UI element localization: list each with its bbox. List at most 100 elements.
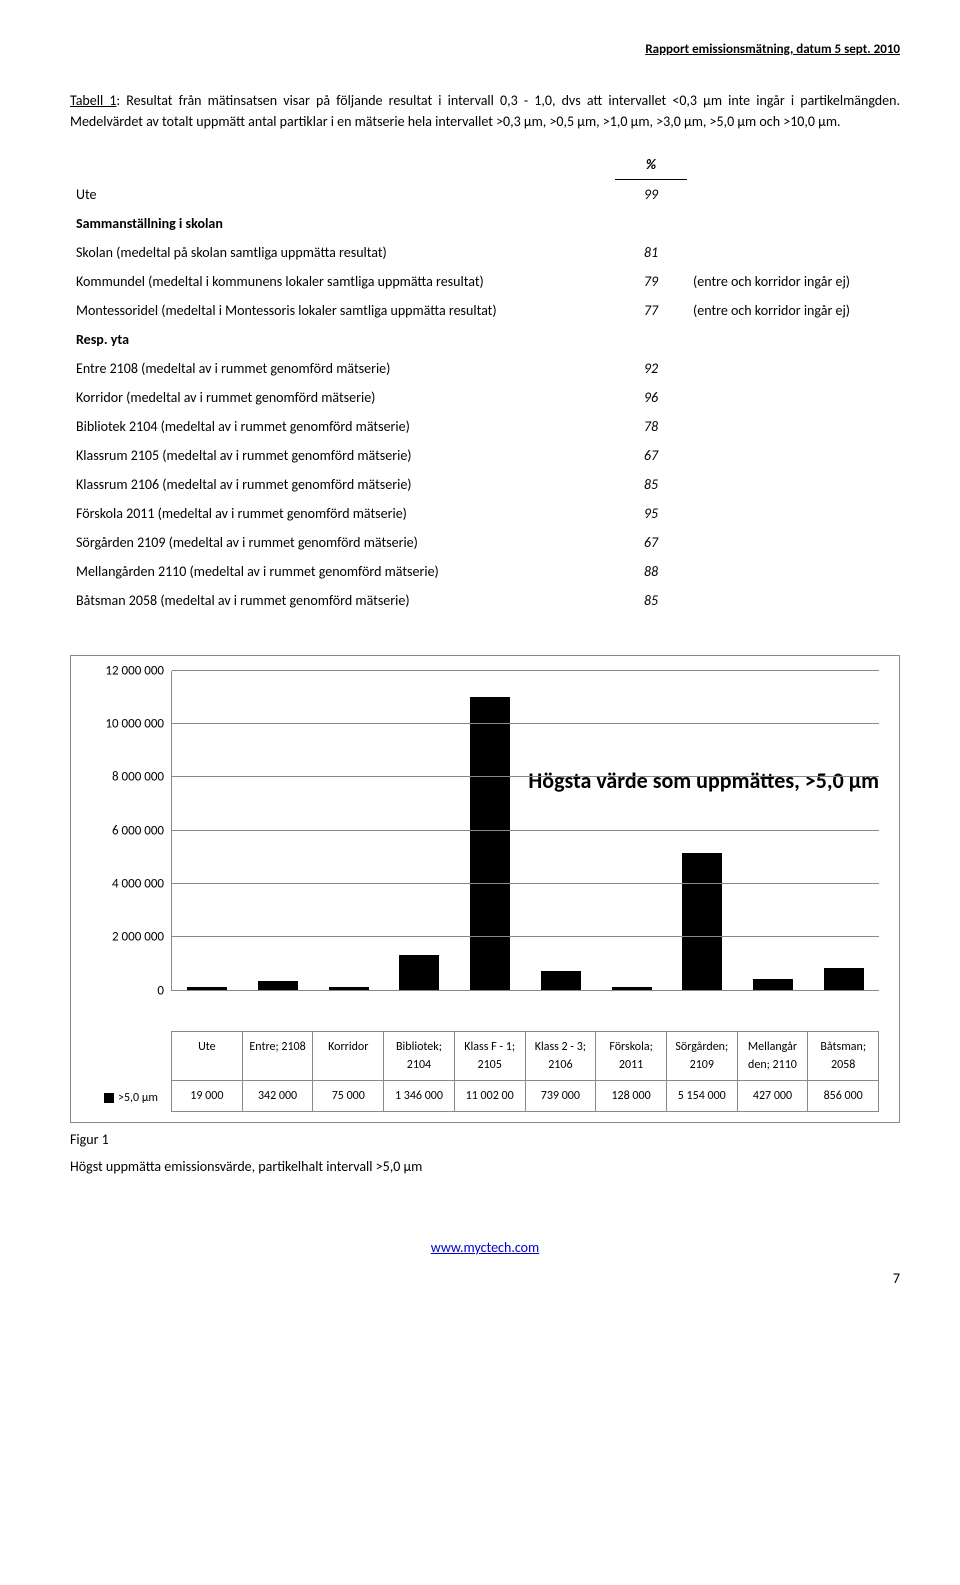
table-row-label: Båtsman 2058 (medeltal av i rummet genom…	[70, 586, 615, 615]
table-row-note	[687, 412, 900, 441]
gridline: 0	[172, 990, 879, 991]
y-tick-label: 10 000 000	[105, 714, 172, 734]
results-table: % Ute99Sammanställning i skolanSkolan (m…	[70, 150, 900, 615]
bar-slot	[172, 671, 243, 991]
table-row-note: (entre och korridor ingår ej)	[687, 296, 900, 325]
table-ref: Tabell 1	[70, 92, 116, 109]
table-row-value: 78	[615, 412, 687, 441]
value-cell: 75 000	[312, 1081, 383, 1111]
value-cell: 128 000	[595, 1081, 666, 1111]
table-row-label: Korridor (medeltal av i rummet genomförd…	[70, 383, 615, 412]
table-row-value: 77	[615, 296, 687, 325]
table-row-note	[687, 499, 900, 528]
table-row-value: 88	[615, 557, 687, 586]
table-row-note	[687, 470, 900, 499]
chart-area: 0 2 000 000 4 000 000 6 000 000 8 000 000 10 …	[171, 671, 879, 1031]
bar-slot	[738, 671, 809, 991]
table-row-label: Mellangården 2110 (medeltal av i rummet …	[70, 557, 615, 586]
bar-slot	[808, 671, 879, 991]
table-row-value: 99	[615, 179, 687, 209]
table-row-label: Skolan (medeltal på skolan samtliga uppm…	[70, 238, 615, 267]
gridline: 10 000 000	[172, 723, 879, 724]
table-row-note	[687, 528, 900, 557]
gridline: 2 000 000	[172, 936, 879, 937]
table-row-value: 96	[615, 383, 687, 412]
bar-slot	[384, 671, 455, 991]
series-legend: >5,0 µm	[91, 1089, 171, 1107]
bar	[824, 968, 864, 991]
chart-container: Högsta värde som uppmättes, >5,0 µm 02 0…	[70, 655, 900, 1123]
gridline: 12 000 000	[172, 670, 879, 671]
y-tick-label: 6 000 000	[112, 821, 172, 841]
table-row-label: Bibliotek 2104 (medeltal av i rummet gen…	[70, 412, 615, 441]
x-category: Bibliotek; 2104	[383, 1032, 454, 1080]
table-row-label: Klassrum 2106 (medeltal av i rummet geno…	[70, 470, 615, 499]
table-row-label: Sörgården 2109 (medeltal av i rummet gen…	[70, 528, 615, 557]
table-row-label: Kommundel (medeltal i kommunens lokaler …	[70, 267, 615, 296]
table-row-value: 67	[615, 441, 687, 470]
bar-slot	[526, 671, 597, 991]
figure-label: Figur 1	[70, 1129, 900, 1150]
bar	[470, 697, 510, 990]
value-row: 19 000342 00075 0001 346 00011 002 00739…	[171, 1081, 879, 1112]
table-row-value: 81	[615, 238, 687, 267]
table-row-value	[615, 325, 687, 354]
x-category: Korridor	[312, 1032, 383, 1080]
x-category: Entre; 2108	[242, 1032, 313, 1080]
table-row-note	[687, 238, 900, 267]
plot-area: 0 2 000 000 4 000 000 6 000 000 8 000 000 10 …	[171, 671, 879, 991]
bar	[682, 853, 722, 990]
table-row-label: Förskola 2011 (medeltal av i rummet geno…	[70, 499, 615, 528]
x-category: Båtsman; 2058	[807, 1032, 878, 1080]
y-tick-label: 0	[157, 981, 172, 1001]
value-cell: 342 000	[242, 1081, 313, 1111]
value-cell: 5 154 000	[666, 1081, 737, 1111]
y-tick-label: 2 000 000	[112, 927, 172, 947]
bar-slot	[455, 671, 526, 991]
bar-slot	[313, 671, 384, 991]
table-row-value: 85	[615, 470, 687, 499]
intro-body: : Resultat från mätinsatsen visar på föl…	[70, 92, 900, 130]
table-row-note	[687, 557, 900, 586]
table-row-value	[615, 209, 687, 238]
table-row-label: Sammanställning i skolan	[70, 209, 615, 238]
table-row-note	[687, 325, 900, 354]
page-number: 7	[70, 1268, 900, 1289]
gridline: 6 000 000	[172, 830, 879, 831]
intro-text: Tabell 1: Resultat från mätinsatsen visa…	[70, 90, 900, 132]
table-row-note	[687, 586, 900, 615]
footer-link[interactable]: www.myctech.com	[70, 1237, 900, 1258]
gridline: 4 000 000	[172, 883, 879, 884]
page-header: Rapport emissionsmätning, datum 5 sept. …	[70, 40, 900, 60]
table-row-value: 92	[615, 354, 687, 383]
value-cell: 11 002 00	[454, 1081, 525, 1111]
pct-header: %	[615, 150, 687, 180]
table-row-note	[687, 179, 900, 209]
table-row-note	[687, 354, 900, 383]
table-row-label: Resp. yta	[70, 325, 615, 354]
y-tick-label: 4 000 000	[112, 874, 172, 894]
table-row-note	[687, 209, 900, 238]
x-category: Klass 2 - 3; 2106	[525, 1032, 596, 1080]
x-category: Klass F - 1; 2105	[454, 1032, 525, 1080]
bar-slot	[596, 671, 667, 991]
y-tick-label: 12 000 000	[105, 661, 172, 681]
x-category: Förskola; 2011	[595, 1032, 666, 1080]
table-row-label: Klassrum 2105 (medeltal av i rummet geno…	[70, 441, 615, 470]
bar-slot	[667, 671, 738, 991]
value-cell: 427 000	[737, 1081, 808, 1111]
value-cell: 856 000	[807, 1081, 878, 1111]
table-row-value: 95	[615, 499, 687, 528]
table-row-note: (entre och korridor ingår ej)	[687, 267, 900, 296]
table-row-value: 79	[615, 267, 687, 296]
table-row-label: Montessoridel (medeltal i Montessoris lo…	[70, 296, 615, 325]
table-row-label: Entre 2108 (medeltal av i rummet genomfö…	[70, 354, 615, 383]
legend-swatch	[104, 1093, 114, 1103]
bars	[172, 671, 879, 991]
bar	[541, 971, 581, 991]
value-cell: 1 346 000	[383, 1081, 454, 1111]
bar-slot	[243, 671, 314, 991]
x-category: Ute	[171, 1032, 242, 1080]
gridline: 8 000 000	[172, 776, 879, 777]
table-row-label: Ute	[70, 179, 615, 209]
